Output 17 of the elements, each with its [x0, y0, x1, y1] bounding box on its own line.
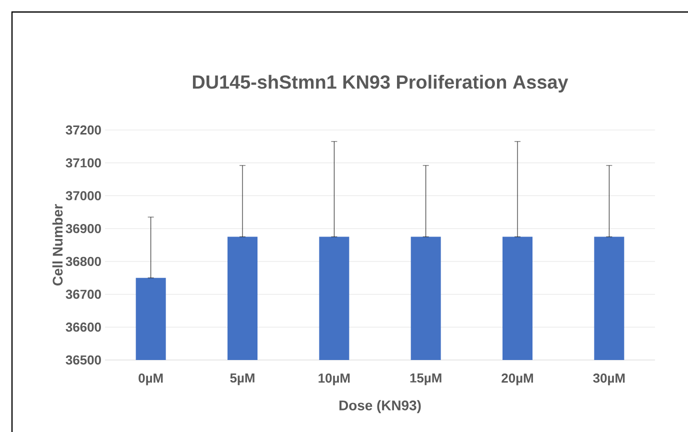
y-tick-label: 36600: [66, 322, 101, 332]
y-tick-label: 36800: [66, 256, 101, 266]
x-tick-label: 0µM: [138, 374, 163, 386]
y-tick-label: 37100: [66, 158, 101, 168]
y-tick-label: 37200: [66, 125, 101, 135]
x-tick-label: 5µM: [230, 374, 254, 386]
y-tick-label: 36500: [66, 355, 101, 365]
x-axis-title: Dose (KN93): [339, 400, 421, 414]
x-tick-label: 10µM: [318, 374, 350, 386]
x-tick-label: 20µM: [502, 374, 533, 386]
y-tick-label: 37000: [66, 191, 101, 200]
y-axis-title: Cell Number: [52, 204, 63, 286]
y-tick-label: 36700: [66, 290, 101, 299]
x-tick-label: 15µM: [410, 374, 442, 386]
y-tick-label: 36900: [66, 224, 101, 234]
chart-title: DU145-shStmn1 KN93 Proliferation Assay: [192, 74, 568, 92]
x-tick-label: 30µM: [593, 374, 625, 386]
